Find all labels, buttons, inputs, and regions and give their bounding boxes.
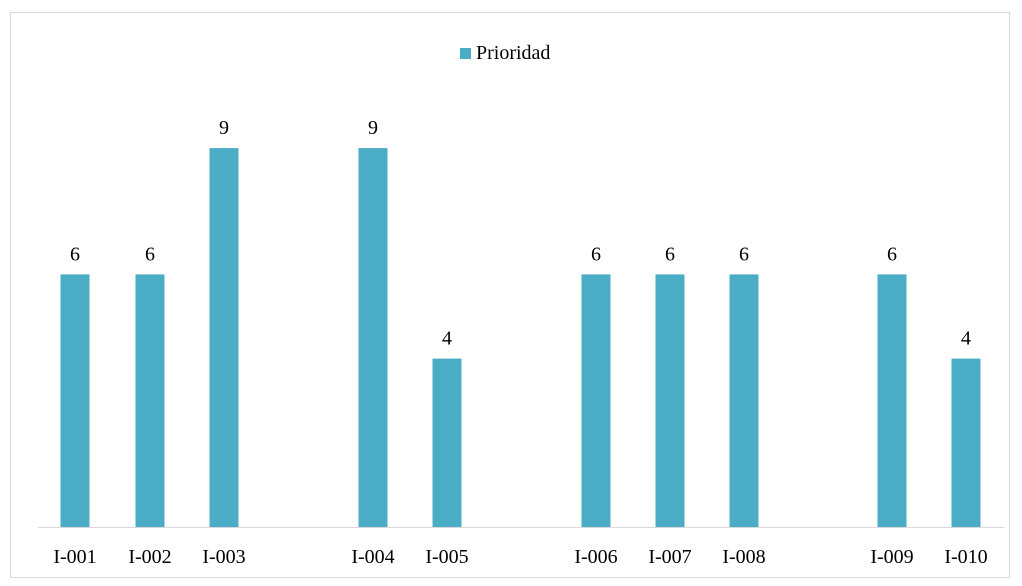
- data-label-i-007: 6: [665, 243, 675, 265]
- data-label-i-004: 9: [368, 117, 378, 139]
- chart-area: [10, 12, 1010, 578]
- bar-i-009: [877, 274, 907, 527]
- bar-i-008: [729, 274, 759, 527]
- data-label-i-001: 6: [70, 243, 80, 265]
- x-tick-label-i-005: I-005: [425, 546, 468, 568]
- x-tick-label-i-007: I-007: [648, 546, 691, 568]
- data-label-i-003: 9: [219, 117, 229, 139]
- x-tick-label-i-003: I-003: [202, 546, 245, 568]
- data-label-i-008: 6: [739, 243, 749, 265]
- bar-i-007: [655, 274, 685, 527]
- bar-i-003: [209, 148, 239, 527]
- x-tick-label-i-004: I-004: [351, 546, 394, 568]
- legend-label: Prioridad: [476, 42, 551, 64]
- bar-i-001: [60, 274, 90, 527]
- x-tick-label-i-008: I-008: [722, 546, 765, 568]
- x-tick-label-i-006: I-006: [574, 546, 617, 568]
- data-label-i-002: 6: [145, 243, 155, 265]
- bar-i-005: [432, 358, 462, 527]
- x-tick-label-i-010: I-010: [944, 546, 987, 568]
- bar-i-006: [581, 274, 611, 527]
- x-tick-label-i-001: I-001: [53, 546, 96, 568]
- x-tick-label-i-002: I-002: [128, 546, 171, 568]
- bar-i-004: [358, 148, 388, 527]
- legend-swatch-icon: [460, 48, 471, 59]
- data-label-i-010: 4: [961, 328, 971, 350]
- x-tick-label-i-009: I-009: [870, 546, 913, 568]
- data-label-i-005: 4: [442, 328, 452, 350]
- legend: Prioridad: [460, 42, 550, 65]
- data-label-i-006: 6: [591, 243, 601, 265]
- bar-i-002: [135, 274, 165, 527]
- bar-i-010: [951, 358, 981, 527]
- data-label-i-009: 6: [887, 243, 897, 265]
